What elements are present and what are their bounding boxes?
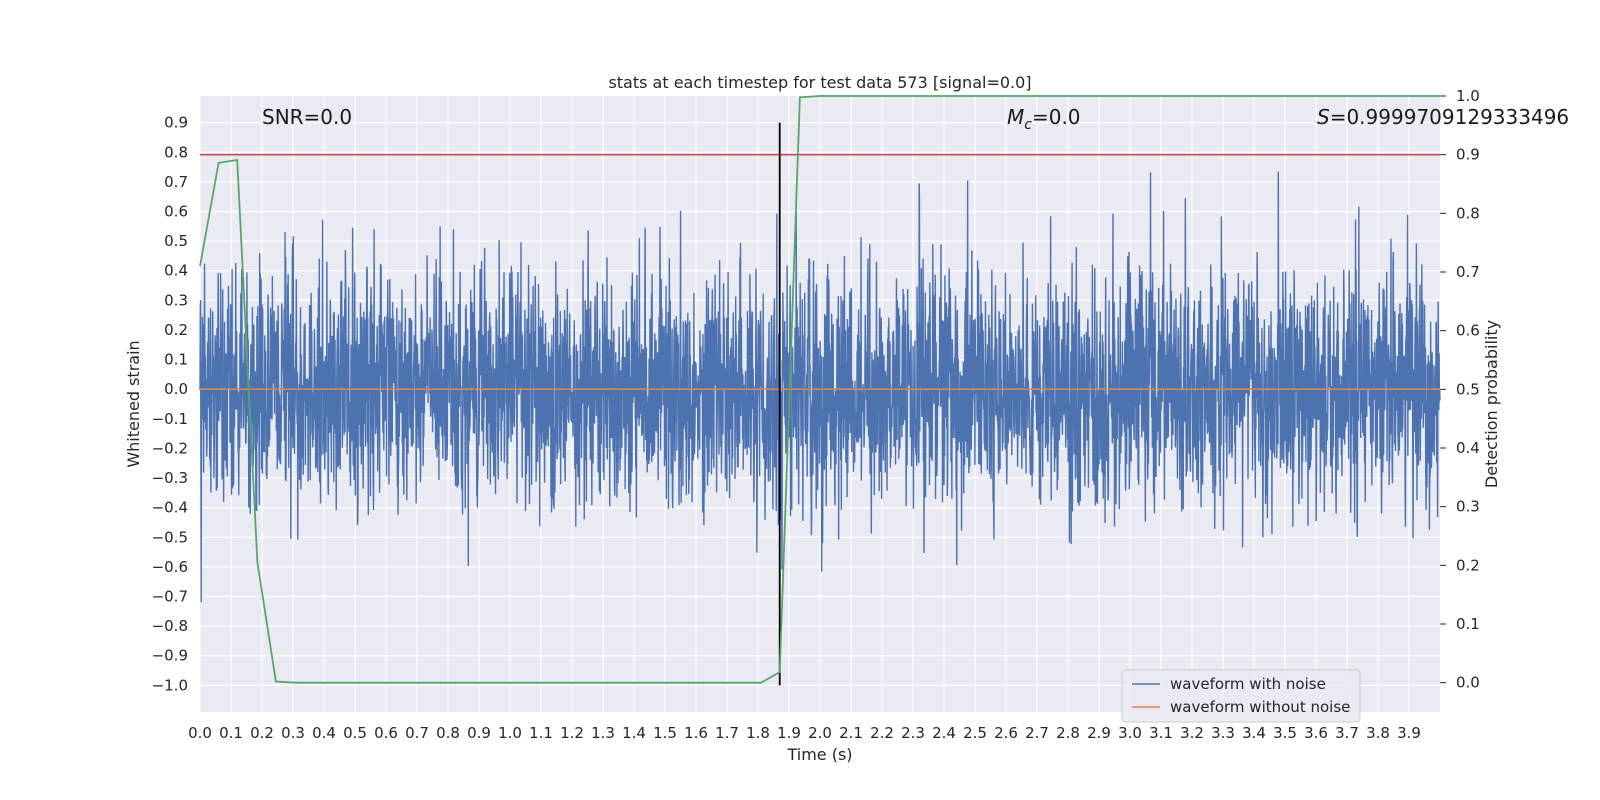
y-tick-label: 0.2 [164, 321, 188, 339]
y-axis-label: Whitened strain [124, 340, 143, 467]
x-tick-label: 2.1 [839, 724, 863, 742]
x-tick-label: 2.2 [870, 724, 894, 742]
y-tick-label: 0.1 [164, 351, 188, 369]
y2-tick-label: 0.5 [1456, 380, 1480, 398]
y2-tick-label: 1.0 [1456, 87, 1480, 105]
s-annotation: S=0.9999709129333496 [1317, 105, 1569, 129]
x-tick-label: 1.6 [684, 724, 708, 742]
x-tick-label: 0.3 [281, 724, 305, 742]
y-tick-label: −0.2 [152, 439, 188, 457]
lines-layer [199, 95, 1440, 686]
x-tick-label: 0.8 [436, 724, 460, 742]
y2-tick-label: 0.1 [1456, 615, 1480, 633]
x-tick-label: 2.0 [808, 724, 832, 742]
y2-tick-label: 0.2 [1456, 556, 1480, 574]
x-tick-label: 1.2 [560, 724, 584, 742]
y-tick-label: −0.6 [152, 558, 188, 576]
legend-box [1121, 669, 1361, 723]
s-value: =0.9999709129333496 [1330, 105, 1569, 129]
y2-tick-label: 0.8 [1456, 204, 1480, 222]
x-tick-label: 0.1 [219, 724, 243, 742]
x-tick-label: 0.5 [343, 724, 367, 742]
y2-axis-label: Detection probability [1482, 320, 1501, 488]
x-tick-label: 3.1 [1149, 724, 1173, 742]
y-tick-label: 0.0 [164, 380, 188, 398]
y-axis-right: 1.0 0.9 0.8 0.7 0.6 0.5 0.4 0.3 0.2 0.1 0.0 [1440, 87, 1480, 692]
y-tick-label: 0.7 [164, 173, 188, 191]
y2-tick-label: 0.7 [1456, 263, 1480, 281]
x-tick-label: 0.0 [188, 724, 212, 742]
y2-tick-label: 0.4 [1456, 439, 1480, 457]
y-tick-label: −1.0 [152, 676, 188, 694]
y-tick-label: −0.3 [152, 469, 188, 487]
y2-tick-label: 0.3 [1456, 498, 1480, 516]
detection-probability-line [199, 95, 1440, 684]
x-tick-label: 3.9 [1397, 724, 1421, 742]
y2-tick-label: 0.0 [1456, 674, 1480, 692]
x-tick-label: 0.6 [374, 724, 398, 742]
s-symbol: S [1317, 105, 1330, 129]
x-tick-label: 2.5 [963, 724, 987, 742]
x-tick-label: 2.3 [901, 724, 925, 742]
mc-symbol: M [1007, 105, 1024, 129]
x-axis-label: Time (s) [786, 745, 852, 764]
mc-subscript: c [1024, 117, 1032, 133]
legend-label-noise: waveform with noise [1170, 675, 1326, 693]
x-tick-label: 0.2 [250, 724, 274, 742]
y-tick-label: −0.1 [152, 410, 188, 428]
x-tick-label: 3.0 [1118, 724, 1142, 742]
x-tick-label: 1.5 [653, 724, 677, 742]
x-tick-label: 2.6 [994, 724, 1018, 742]
y-tick-label: 0.9 [164, 114, 188, 132]
y-tick-label: 0.3 [164, 291, 188, 309]
x-tick-label: 0.7 [405, 724, 429, 742]
mc-annotation: Mc=0.0 [1007, 105, 1081, 133]
y-axis-left: 0.9 0.8 0.7 0.6 0.5 0.4 0.3 0.2 0.1 0.0 −0.1 −0.2 −0… [152, 114, 188, 695]
legend-label-clean: waveform without noise [1170, 698, 1350, 716]
x-tick-label: 3.4 [1242, 724, 1266, 742]
y-tick-label: −0.8 [152, 617, 188, 635]
x-tick-label: 2.9 [1087, 724, 1111, 742]
noise-series [199, 171, 1441, 603]
y-tick-label: 0.8 [164, 143, 188, 161]
y-tick-label: −0.4 [152, 499, 188, 517]
x-tick-label: 0.4 [312, 724, 336, 742]
legend: waveform with noise waveform without noi… [1121, 669, 1361, 723]
y-tick-label: −0.5 [152, 528, 188, 546]
chart-title: stats at each timestep for test data 573… [608, 73, 1031, 92]
y-tick-label: −0.7 [152, 588, 188, 606]
y-tick-label: 0.5 [164, 232, 188, 250]
x-tick-label: 3.3 [1211, 724, 1235, 742]
snr-annotation: SNR=0.0 [262, 105, 352, 129]
x-tick-label: 1.3 [591, 724, 615, 742]
y2-tick-label: 0.9 [1456, 146, 1480, 164]
x-tick-label: 1.1 [529, 724, 553, 742]
x-tick-label: 1.9 [777, 724, 801, 742]
x-tick-label: 3.5 [1273, 724, 1297, 742]
x-tick-label: 1.0 [498, 724, 522, 742]
x-tick-label: 3.2 [1180, 724, 1204, 742]
x-tick-label: 2.4 [932, 724, 956, 742]
mc-value: =0.0 [1032, 105, 1081, 129]
y-tick-label: 0.4 [164, 262, 188, 280]
y2-tick-label: 0.6 [1456, 322, 1480, 340]
x-tick-label: 3.8 [1366, 724, 1390, 742]
x-tick-label: 2.7 [1025, 724, 1049, 742]
y-tick-label: 0.6 [164, 203, 188, 221]
x-tick-label: 3.6 [1304, 724, 1328, 742]
x-tick-label: 0.9 [467, 724, 491, 742]
x-tick-label: 2.8 [1056, 724, 1080, 742]
x-tick-label: 1.8 [746, 724, 770, 742]
waveform-with-noise-line [199, 171, 1441, 603]
x-tick-label: 1.7 [715, 724, 739, 742]
x-axis: 0.0 0.1 0.2 0.3 0.4 0.5 0.6 0.7 0.8 0.9 1.0 1.1 1.2 1… [188, 724, 1421, 742]
x-tick-label: 3.7 [1335, 724, 1359, 742]
y-tick-label: −0.9 [152, 647, 188, 665]
x-tick-label: 1.4 [622, 724, 646, 742]
